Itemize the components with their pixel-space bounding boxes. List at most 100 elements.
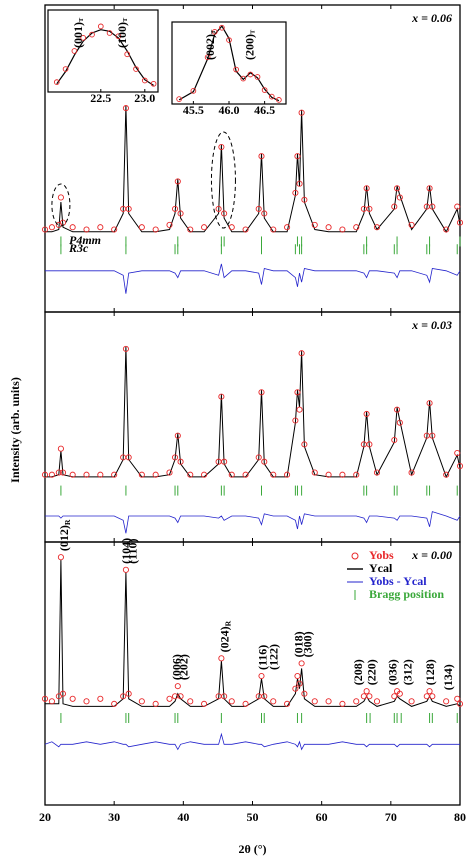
yobs-point xyxy=(270,226,277,233)
inset-yobs-point xyxy=(80,35,87,41)
yobs-point xyxy=(311,469,318,476)
inset-frame xyxy=(47,9,159,93)
yobs-point xyxy=(41,695,49,702)
inset-yobs-point xyxy=(89,31,95,38)
yobs-point xyxy=(311,698,318,705)
yobs-point xyxy=(261,458,268,465)
yobs-point xyxy=(97,471,104,478)
peak-label-text: (100) xyxy=(115,22,129,48)
yobs-point xyxy=(218,393,225,400)
inset-yobs-point xyxy=(106,30,113,36)
peak-label-text: (134) xyxy=(441,664,455,690)
peak-label: (001)T xyxy=(71,17,86,48)
peak-label-text: (110) xyxy=(125,538,139,563)
yobs-point xyxy=(228,698,235,705)
yobs-point xyxy=(59,690,67,697)
peak-label: (002)T xyxy=(203,29,218,60)
yobs-point xyxy=(301,196,308,203)
inset-ycal-line xyxy=(178,25,280,102)
peak-label-text: (018) xyxy=(291,631,305,657)
yobs-point xyxy=(301,690,308,697)
yobs-point xyxy=(429,432,436,439)
panel-label: x = 0.03 xyxy=(411,318,452,332)
yobs-point xyxy=(366,441,373,448)
yobs-point xyxy=(152,471,159,478)
x-tick-label: 50 xyxy=(247,810,259,824)
yobs-point xyxy=(298,350,305,357)
inset-yobs-point xyxy=(247,71,254,78)
yobs-point xyxy=(55,469,62,476)
yobs-point xyxy=(111,226,118,233)
yobs-point xyxy=(426,185,433,192)
legend-label: Yobs - Ycal xyxy=(369,574,427,588)
yobs-point xyxy=(255,454,262,461)
x-tick-label: 60 xyxy=(316,810,328,824)
y-axis-label: Intensity (arb. units) xyxy=(8,377,22,483)
yobs-point xyxy=(391,203,398,210)
yobs-point xyxy=(311,221,318,228)
difference-line xyxy=(44,732,460,751)
yobs-point xyxy=(284,471,291,478)
peak-label-text: (002) xyxy=(203,34,217,60)
yobs-point xyxy=(292,685,299,692)
yobs-point xyxy=(48,224,55,231)
yobs-point xyxy=(429,693,436,700)
legend-label: Bragg position xyxy=(369,587,444,601)
yobs-point xyxy=(69,695,76,702)
yobs-point xyxy=(456,700,464,707)
peak-label-text: (104) xyxy=(119,538,133,564)
yobs-point xyxy=(292,417,299,424)
inset-yobs-point xyxy=(190,88,197,94)
peak-label-text: (200) xyxy=(242,34,256,60)
yobs-point xyxy=(396,419,403,426)
yobs-point xyxy=(408,698,415,705)
yobs-point xyxy=(294,389,301,396)
peak-label: (012)R xyxy=(57,519,72,551)
yobs-point xyxy=(396,194,403,201)
yobs-point xyxy=(294,672,301,680)
peak-label-text: (012) xyxy=(57,525,71,551)
inset-yobs-point xyxy=(254,74,261,80)
inset-yobs-point xyxy=(233,66,239,73)
yobs-point xyxy=(125,205,132,212)
yobs-point xyxy=(353,224,360,231)
inset-yobs-point xyxy=(204,54,211,61)
peak-label-text: (122) xyxy=(266,644,280,670)
x-tick-label: 30 xyxy=(108,810,120,824)
yobs-point xyxy=(187,698,194,705)
yobs-point xyxy=(122,105,129,112)
inset-yobs-point xyxy=(62,66,69,72)
yobs-point xyxy=(242,700,249,707)
yobs-point xyxy=(177,210,184,217)
yobs-point xyxy=(125,690,132,697)
x-tick-label: 70 xyxy=(385,810,397,824)
yobs-point xyxy=(443,471,450,478)
highlight xyxy=(51,183,71,227)
inset-yobs-point xyxy=(124,51,131,58)
yobs-point xyxy=(125,454,132,461)
yobs-point xyxy=(270,471,277,478)
yobs-point xyxy=(339,226,346,233)
peak-label-text: (202) xyxy=(176,654,190,680)
yobs-point xyxy=(298,660,305,667)
yobs-point xyxy=(366,693,373,700)
yobs-point xyxy=(258,153,265,160)
yobs-point xyxy=(443,226,450,233)
yobs-point xyxy=(394,406,401,413)
yobs-point xyxy=(218,143,225,151)
inset-yobs-point xyxy=(53,79,60,86)
yobs-point xyxy=(296,680,303,687)
peak-label: (208) xyxy=(351,659,365,685)
yobs-point xyxy=(166,695,173,702)
peak-label: (128) xyxy=(423,659,437,685)
peak-label-text: (300) xyxy=(300,631,314,657)
yobs-point xyxy=(353,698,360,705)
yobs-point xyxy=(83,698,90,705)
yobs-point xyxy=(373,224,381,231)
yobs-point xyxy=(454,449,461,457)
yobs-point xyxy=(177,693,184,700)
yobs-point xyxy=(261,210,268,217)
yobs-point xyxy=(408,469,415,476)
yobs-point xyxy=(221,458,228,465)
